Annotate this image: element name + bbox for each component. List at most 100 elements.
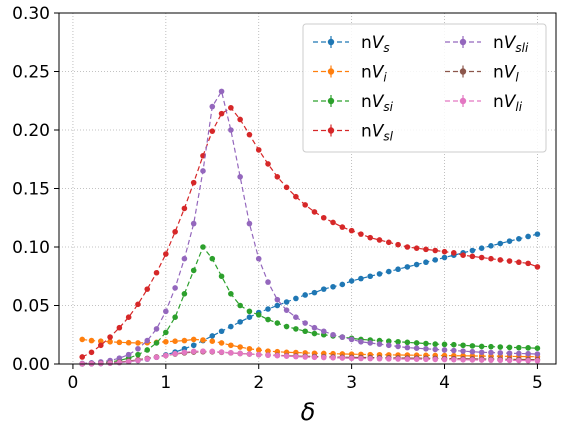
legend-label-main: V: [372, 122, 385, 142]
data-point: [339, 334, 346, 340]
data-point: [237, 350, 243, 357]
data-point: [135, 357, 141, 364]
data-point: [460, 356, 466, 363]
data-point: [534, 345, 541, 352]
legend-label: nVsl: [361, 122, 394, 144]
data-point: [163, 352, 169, 359]
legend-label: nVi: [361, 63, 387, 85]
legend-label-prefix: n: [361, 92, 372, 112]
legend-label-main: V: [372, 33, 385, 53]
y-tick-label: 0.30: [12, 4, 50, 24]
x-axis: 0 1 2 3 4 5: [68, 364, 543, 393]
data-point: [153, 340, 160, 346]
data-point: [135, 351, 141, 358]
data-point: [330, 283, 336, 290]
data-point: [265, 348, 271, 354]
legend-item: nVl: [445, 63, 519, 85]
data-point: [246, 351, 253, 357]
data-point: [330, 355, 336, 361]
data-point: [358, 338, 364, 345]
legend-label: nVsli: [493, 33, 529, 55]
data-point: [311, 330, 318, 337]
series-nV_sli: [79, 88, 541, 367]
data-point: [293, 295, 299, 302]
data-point: [516, 350, 522, 357]
data-point: [516, 236, 522, 242]
data-point: [441, 356, 448, 363]
data-point: [190, 220, 197, 227]
data-point: [190, 336, 197, 343]
data-point: [432, 346, 439, 353]
data-point: [163, 308, 169, 315]
legend-label-prefix: n: [493, 92, 504, 112]
data-point: [506, 238, 513, 244]
data-point: [460, 348, 466, 354]
legend-label-sub: si: [383, 100, 393, 114]
data-point: [451, 341, 457, 348]
data-point: [525, 350, 531, 357]
legend-item: nVsi: [313, 92, 394, 114]
data-point: [190, 342, 197, 349]
data-point: [320, 328, 327, 335]
data-point: [367, 273, 374, 280]
data-point: [534, 357, 541, 364]
data-point: [506, 357, 513, 364]
data-point: [265, 161, 271, 167]
x-tick-label: 2: [253, 373, 264, 393]
data-point: [181, 255, 188, 262]
data-point: [385, 268, 392, 275]
legend-label-sub: li: [515, 100, 522, 114]
series-nV_sl: [79, 104, 541, 360]
data-point: [209, 128, 216, 134]
data-point: [218, 328, 225, 335]
data-point: [441, 341, 448, 348]
data-point: [413, 261, 420, 268]
data-point: [246, 131, 253, 138]
data-point: [432, 356, 439, 363]
data-point: [302, 202, 308, 208]
data-point: [98, 338, 104, 344]
data-point: [506, 350, 513, 357]
data-point: [181, 205, 188, 212]
data-point: [339, 281, 346, 288]
data-point: [441, 254, 448, 261]
data-point: [451, 250, 457, 256]
legend-item: nVli: [445, 92, 523, 114]
data-point: [367, 234, 374, 241]
data-point: [246, 308, 253, 315]
data-point: [488, 357, 494, 363]
legend-label-main: V: [504, 92, 517, 112]
legend-label-main: V: [504, 63, 517, 83]
data-point: [339, 355, 346, 361]
data-point: [376, 237, 383, 243]
y-tick-label: 0.25: [12, 63, 50, 83]
data-point: [246, 345, 253, 352]
series-layer: [79, 88, 541, 367]
data-point: [144, 337, 151, 344]
x-axis-label: δ: [301, 398, 316, 426]
data-point: [144, 356, 151, 362]
data-point: [320, 286, 327, 292]
data-point: [190, 267, 197, 274]
x-tick-label: 4: [439, 373, 450, 393]
data-point: [116, 355, 123, 361]
data-point: [488, 349, 494, 356]
data-point: [209, 348, 216, 355]
data-point: [218, 340, 225, 346]
data-point: [218, 110, 225, 117]
data-point: [255, 255, 262, 262]
data-point: [172, 228, 178, 235]
data-point: [376, 271, 383, 277]
legend-label-prefix: n: [361, 63, 372, 83]
data-point: [376, 341, 383, 347]
data-point: [163, 251, 169, 257]
data-point: [200, 244, 206, 250]
data-point: [265, 316, 271, 323]
legend-label-sub: l: [515, 71, 519, 85]
data-point: [283, 184, 290, 191]
data-point: [469, 357, 476, 363]
data-point: [525, 345, 531, 351]
data-point: [255, 351, 262, 358]
legend-label-prefix: n: [361, 122, 372, 142]
